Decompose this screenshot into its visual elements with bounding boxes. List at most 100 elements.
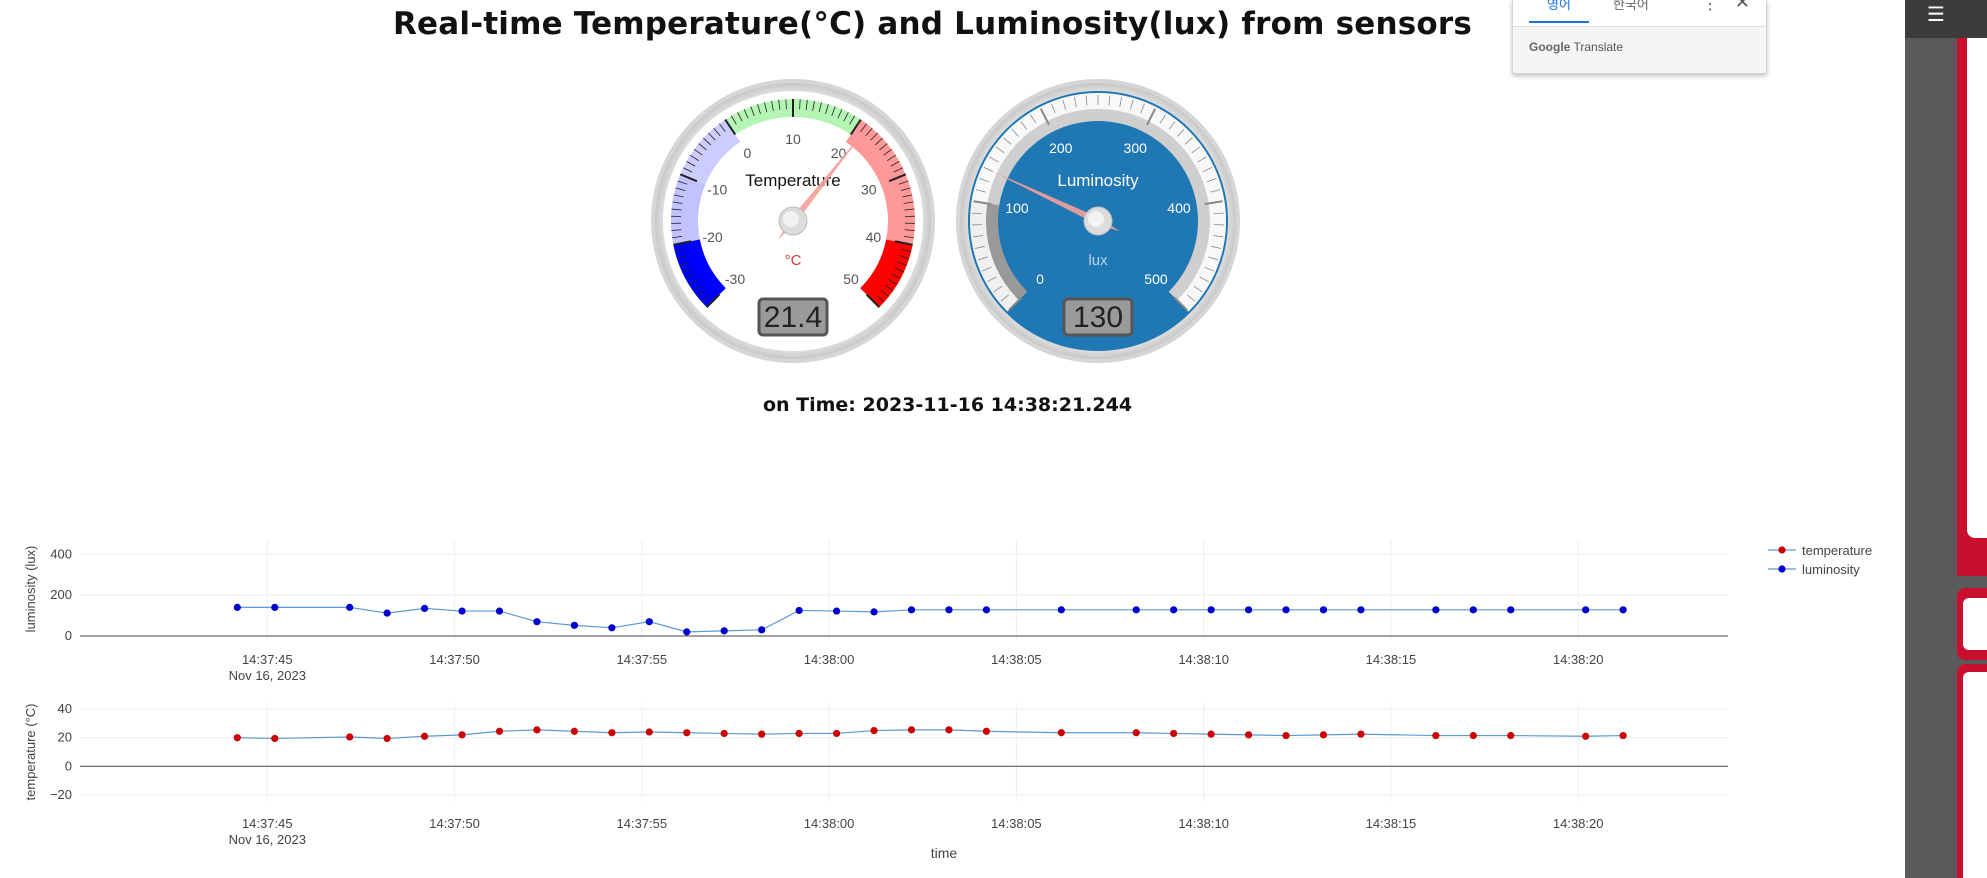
data-point-luminosity[interactable] [1357,606,1365,614]
y-tick-label: −20 [50,787,72,802]
data-point-temperature[interactable] [1057,729,1065,737]
data-point-temperature[interactable] [683,729,691,737]
data-point-temperature[interactable] [420,732,429,740]
data-point-temperature[interactable] [907,726,916,734]
data-point-luminosity[interactable] [1319,606,1328,614]
data-point-temperature[interactable] [570,727,579,735]
gauge-minor-tick [771,100,774,111]
legend-item-luminosity: luminosity [1802,562,1860,577]
data-point-temperature[interactable] [795,729,803,738]
data-point-temperature[interactable] [870,726,878,735]
x-tick-label: 14:38:20 [1553,652,1604,667]
data-point-luminosity[interactable] [758,626,766,634]
data-point-temperature[interactable] [458,731,466,739]
x-tick-label: 14:38:00 [804,652,855,667]
data-point-temperature[interactable] [758,730,766,738]
data-point-temperature[interactable] [346,733,354,741]
data-point-luminosity[interactable] [1507,606,1515,614]
data-point-luminosity[interactable] [645,618,653,626]
data-point-luminosity[interactable] [907,606,916,614]
data-point-luminosity[interactable] [1469,606,1477,614]
data-point-temperature[interactable] [495,727,504,735]
data-point-luminosity[interactable] [533,618,541,626]
data-point-temperature[interactable] [1432,731,1440,740]
gauge-minor-tick [1211,245,1222,249]
tab-korean[interactable]: 한국어 [1613,0,1649,12]
warm-band [845,119,915,245]
gauge-minor-tick [719,123,726,132]
data-point-luminosity[interactable] [458,607,466,615]
gauge-major-tick [706,293,721,308]
data-point-temperature[interactable] [1244,731,1253,739]
data-point-luminosity[interactable] [982,606,991,614]
gauge-minor-tick [1207,177,1217,183]
data-point-luminosity[interactable] [1582,606,1590,614]
data-point-luminosity[interactable] [795,606,803,615]
gauge-minor-tick [898,180,909,185]
data-point-temperature[interactable] [233,734,241,742]
data-point-luminosity[interactable] [683,628,691,636]
data-point-temperature[interactable] [1207,730,1215,738]
gauge-minor-tick [1030,114,1037,124]
google-translate-brand: Google Translate [1529,40,1623,54]
data-point-temperature[interactable] [1357,730,1365,738]
data-point-temperature[interactable] [533,726,541,734]
data-point-luminosity[interactable] [1282,606,1290,614]
data-point-luminosity[interactable] [383,609,391,617]
data-point-luminosity[interactable] [1057,606,1065,614]
gauge-tick-label: 20 [831,145,847,161]
data-point-luminosity[interactable] [1170,606,1178,614]
gauge-minor-tick [901,248,912,253]
data-point-temperature[interactable] [1469,731,1477,740]
data-point-luminosity[interactable] [1619,606,1627,614]
data-point-luminosity[interactable] [271,603,279,611]
more-vert-icon[interactable]: ⋮ [1702,0,1718,13]
data-point-luminosity[interactable] [233,603,241,611]
data-point-temperature[interactable] [271,734,279,743]
data-point-luminosity[interactable] [346,603,354,611]
data-point-temperature[interactable] [383,734,391,743]
x-axis-title: time [931,845,958,861]
gauge-minor-tick [904,229,915,231]
data-point-luminosity[interactable] [832,607,841,615]
google-logo-text: Google [1529,40,1571,54]
data-point-luminosity[interactable] [570,621,579,629]
data-point-temperature[interactable] [1582,732,1590,740]
data-point-luminosity[interactable] [608,624,616,632]
data-point-luminosity[interactable] [420,604,429,612]
tab-english[interactable]: 영어 [1529,0,1589,23]
data-point-luminosity[interactable] [870,608,878,616]
data-point-luminosity[interactable] [1244,606,1253,614]
data-point-temperature[interactable] [982,727,991,735]
gauge-major-tick [849,119,862,136]
gauge-minor-tick [1199,276,1209,283]
data-point-temperature[interactable] [1507,731,1515,740]
data-point-temperature[interactable] [645,728,653,736]
data-point-luminosity[interactable] [1132,606,1140,614]
data-point-luminosity[interactable] [945,606,953,614]
gauge-minor-tick [849,115,856,125]
data-point-temperature[interactable] [945,726,953,734]
data-point-luminosity[interactable] [495,607,504,615]
close-icon[interactable]: ✕ [1734,0,1750,12]
gauge-minor-tick [894,267,904,273]
data-point-temperature[interactable] [832,729,841,738]
hamburger-menu-icon[interactable]: ☰ [1927,4,1945,26]
data-point-temperature[interactable] [720,729,728,738]
data-point-luminosity[interactable] [720,627,728,635]
gauge-minor-tick [978,256,988,261]
data-point-temperature[interactable] [1319,731,1328,739]
data-point-temperature[interactable] [1170,729,1178,738]
gauge-minor-tick [887,154,896,161]
side-card-inner [1963,598,1987,650]
data-point-temperature[interactable] [1282,731,1290,740]
data-point-temperature[interactable] [608,729,616,737]
data-point-luminosity[interactable] [1207,606,1215,614]
data-point-temperature[interactable] [1619,731,1627,740]
gauge-minor-tick [1191,146,1201,154]
data-point-temperature[interactable] [1132,729,1140,737]
side-panel-content [1967,38,1987,538]
gauge-minor-tick [671,208,682,211]
data-point-luminosity[interactable] [1432,606,1440,614]
